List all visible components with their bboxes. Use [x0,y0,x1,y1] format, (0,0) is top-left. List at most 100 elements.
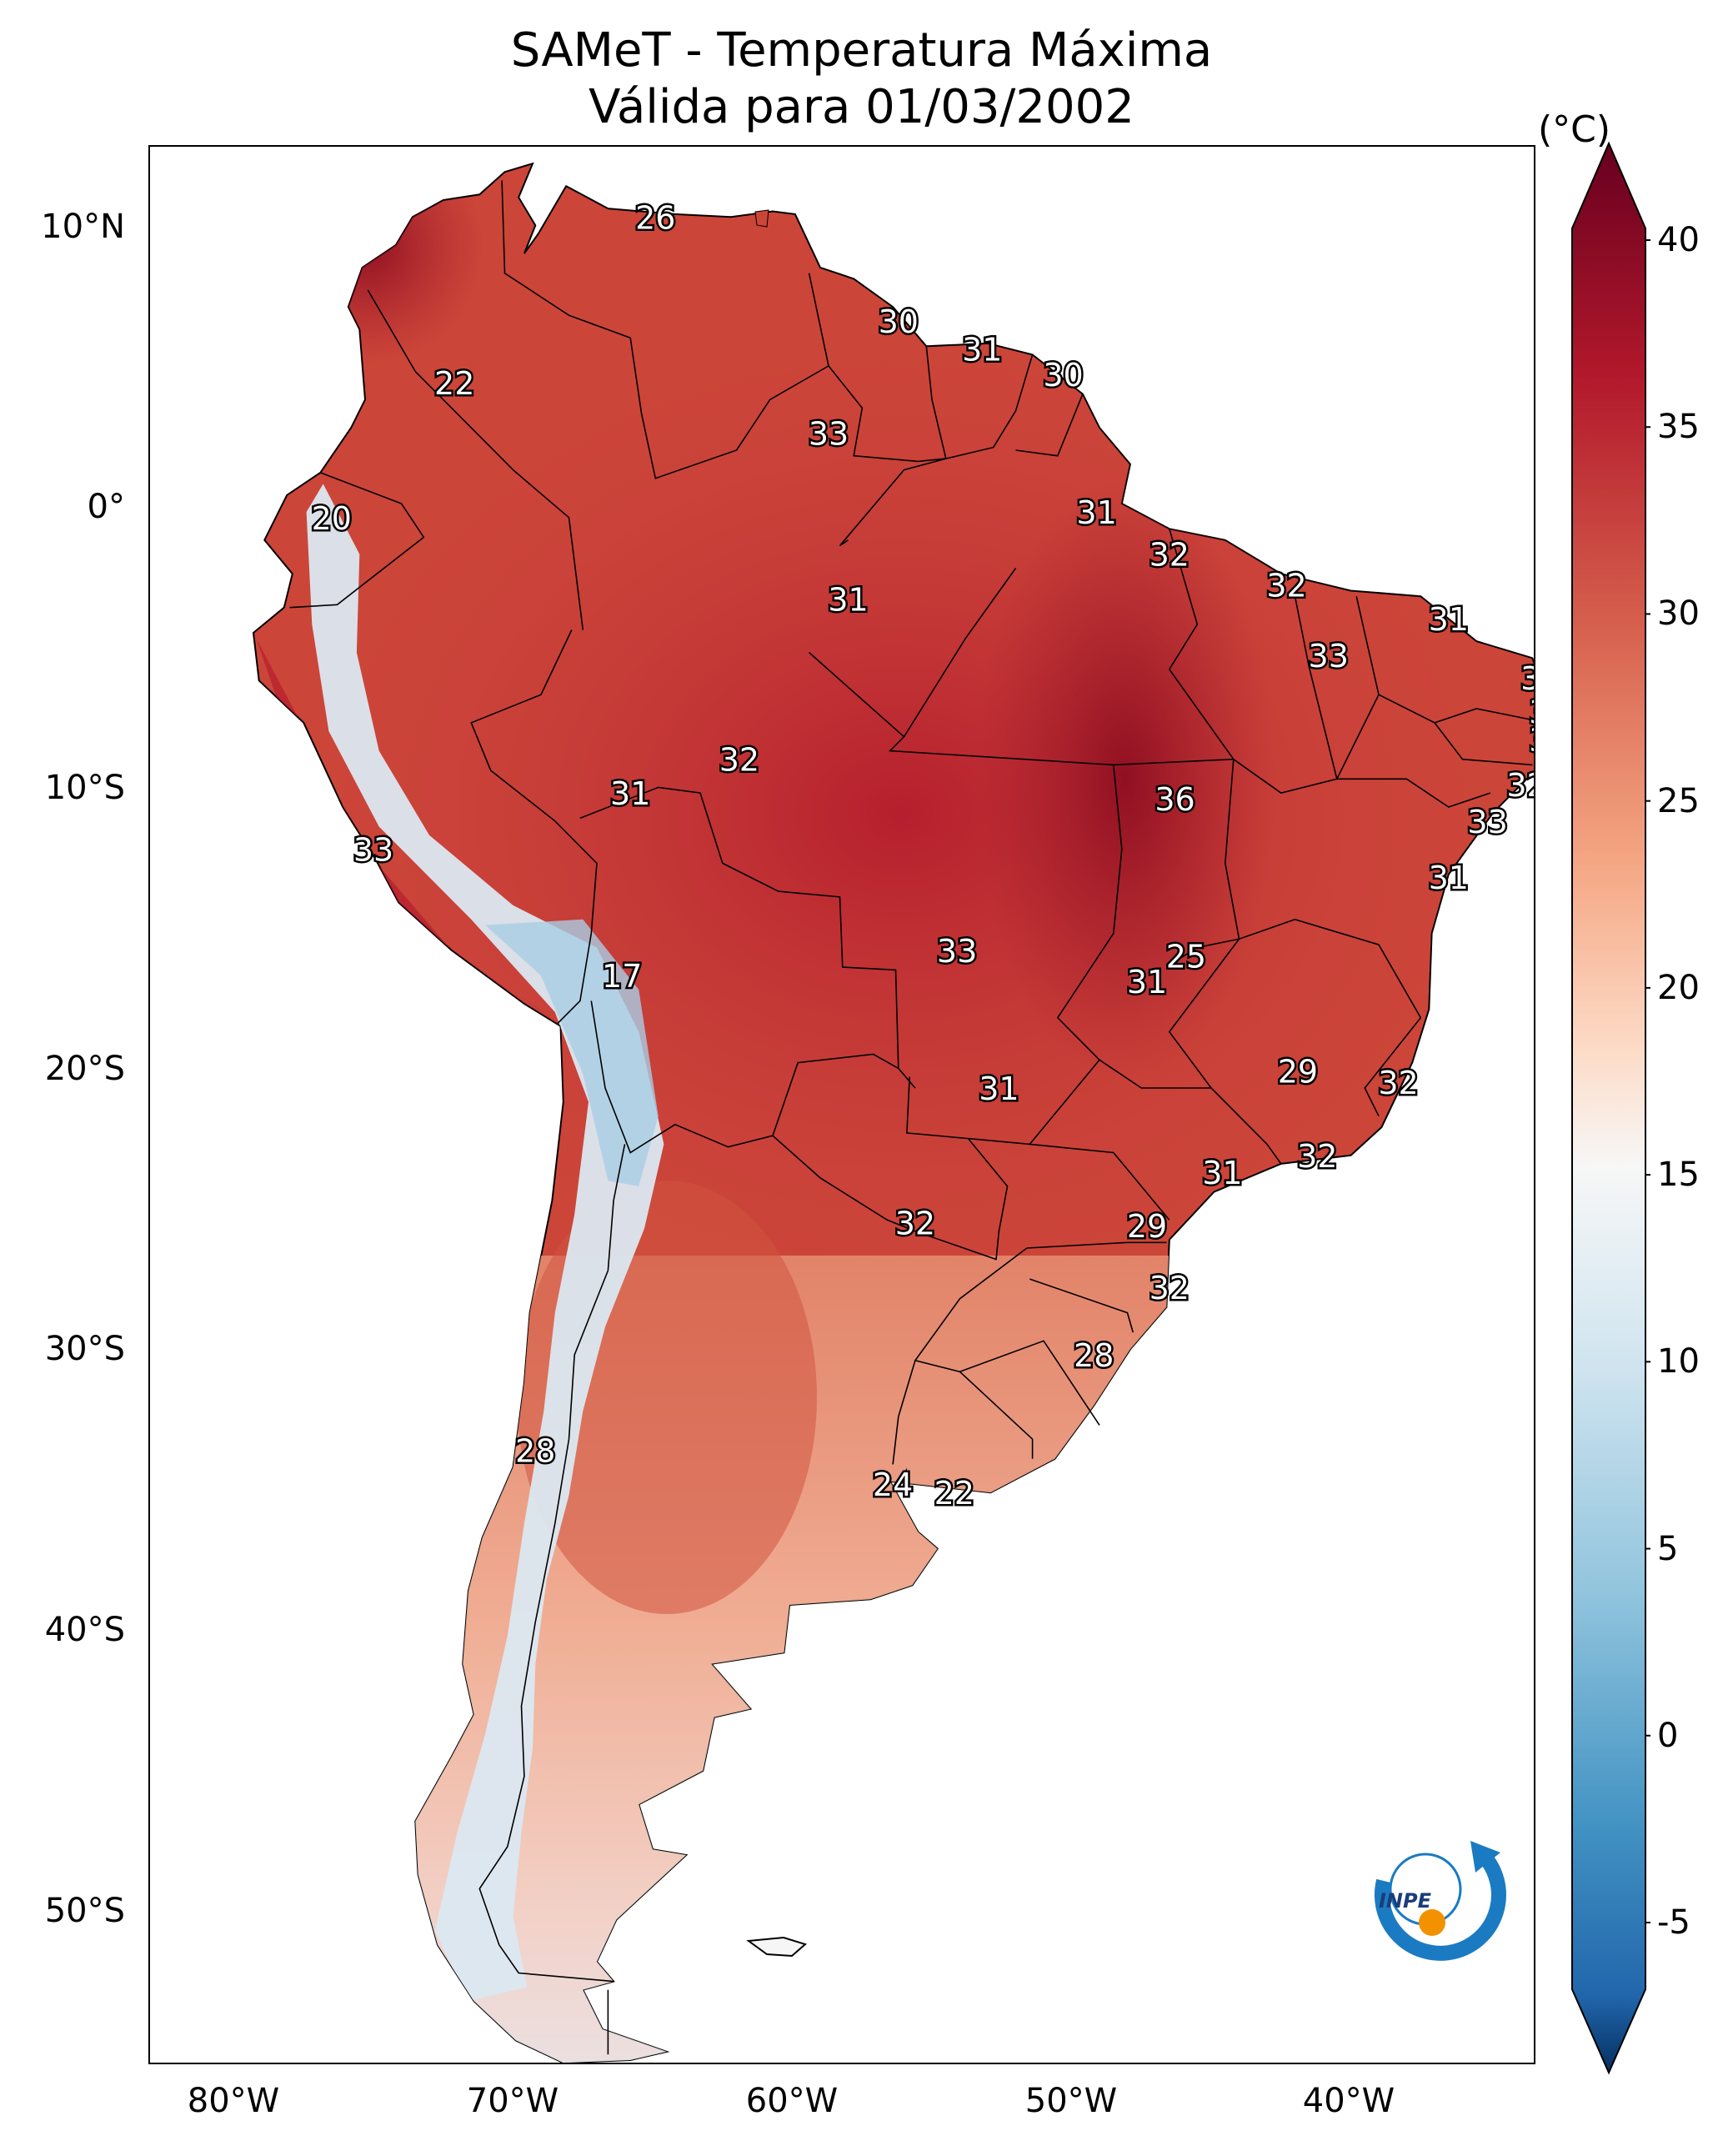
border-line [892,1360,916,1465]
border-line [367,289,584,630]
border-line [1168,529,1235,760]
station-value-label: 32 [895,1206,935,1242]
border-line [590,1000,899,1154]
station-value-label: 29 [1127,1208,1167,1245]
border-line [945,354,1034,459]
lon-label-60W: 60°W [745,2082,839,2120]
colorbar-tick-label: 10 [1657,1342,1700,1381]
station-value-label: 31 [610,775,650,812]
colorbar-tick-label: 35 [1657,408,1700,447]
colorbar-tick-label: 20 [1657,968,1700,1007]
lon-label-70W: 70°W [466,2082,559,2120]
caribbean-island [754,209,769,228]
colorbar [1571,142,1650,2075]
map-frame: 2622303130332031323132313332313132313632… [148,145,1571,2064]
station-value-label: 31 [1429,601,1469,638]
station-value-label: 17 [602,958,642,995]
lat-label-40S: 40°S [44,1611,125,1649]
station-value-label: 31 [1529,722,1534,759]
border-line [289,472,425,609]
border-line [959,1340,1100,1426]
border-line [470,629,598,1024]
station-value-label: 22 [934,1475,974,1512]
border-line [1026,1241,1167,1249]
lon-label-40W: 40°W [1302,2082,1395,2120]
colorbar-tick-label: 0 [1657,1716,1679,1755]
map-title: SAMeT - Temperatura Máxima [510,23,1213,78]
station-value-label: 31 [1076,494,1116,531]
station-value-label: 32 [1520,660,1534,697]
station-value-label: 29 [1278,1054,1318,1091]
border-line [914,1247,1034,1459]
border-line [478,1144,626,1983]
lat-label-20S: 20°S [44,1050,125,1088]
station-value-label: 32 [1150,1270,1190,1306]
colorbar-gradient [1571,142,1646,2075]
border-line [828,346,947,463]
colorbar-unit: (°C) [1538,108,1611,151]
colorbar-tick-label: 30 [1657,594,1700,634]
border-line [1056,765,1123,1060]
border-line [1378,694,1547,724]
colorbar-ticks [1645,239,1650,1923]
lon-label-50W: 50°W [1024,2082,1118,2120]
station-value-label: 31 [1429,860,1469,896]
border-line [501,180,829,479]
station-value-label: 24 [873,1467,913,1503]
colorbar-tick-label: 40 [1657,221,1700,259]
lat-label-10N: 10°N [41,208,125,246]
falkland-islands [746,1936,808,1958]
colorbar-tick-label: 15 [1657,1156,1700,1195]
colorbar-tick-label: 5 [1657,1529,1679,1568]
border-line [839,458,947,547]
station-value-label: 33 [809,416,849,453]
border-line [903,568,1017,738]
border-line [1434,722,1533,766]
station-value-label: 33 [1467,804,1507,840]
lat-label-50S: 50°S [44,1892,125,1930]
border-line [1210,1087,1282,1165]
border-line [1294,596,1338,780]
station-value-label: 28 [515,1433,555,1470]
station-value-label: 32 [1297,1138,1337,1175]
country-borders [289,180,1547,2055]
station-value-label: 31 [828,582,868,619]
lat-label-30S: 30°S [44,1330,125,1368]
station-value-label: 32 [1266,568,1306,604]
border-line [1239,918,1421,1019]
station-value-label: 32 [719,742,759,779]
lon-label-80W: 80°W [187,2082,280,2120]
station-value-label: 26 [635,199,675,236]
border-line [1029,1143,1170,1221]
border-line [809,652,1234,766]
lat-label-0: 0° [87,488,125,526]
border-line [1015,394,1084,457]
logo-text: INPE [1379,1889,1432,1913]
station-value-label: 32 [1378,1065,1418,1101]
station-value-label: 31 [1127,964,1167,1000]
station-value-label: 30 [1043,357,1083,394]
station-value-label: 31 [1202,1155,1242,1191]
station-value-label: 28 [1074,1337,1114,1374]
station-value-label: 30 [879,303,919,340]
border-line [772,1076,1009,1261]
colorbar-tick-label: 25 [1657,781,1700,820]
station-value-label: 22 [434,365,474,402]
station-value-label: 25 [1166,939,1206,975]
station-value-label: 20 [312,500,352,537]
map-subtitle: Válida para 01/03/2002 [589,80,1134,134]
station-value-label: 33 [937,933,977,970]
lat-label-10S: 10°S [44,769,125,807]
station-value-label: 32 [1150,537,1190,574]
border-line [1364,1017,1421,1117]
border-line [1336,778,1491,808]
border-line [579,786,916,1089]
station-value-label: 33 [1309,638,1349,674]
station-value-label: 31 [979,1070,1019,1107]
map-canvas: 2622303130332031323132313332313132313632… [252,162,1571,2064]
inpe-logo: INPE [1375,1841,1506,1961]
border-line [1029,1278,1134,1333]
station-value-label: 32 [1506,767,1534,804]
station-value-label: 31 [962,332,1002,369]
station-value-label: 36 [1155,781,1195,818]
